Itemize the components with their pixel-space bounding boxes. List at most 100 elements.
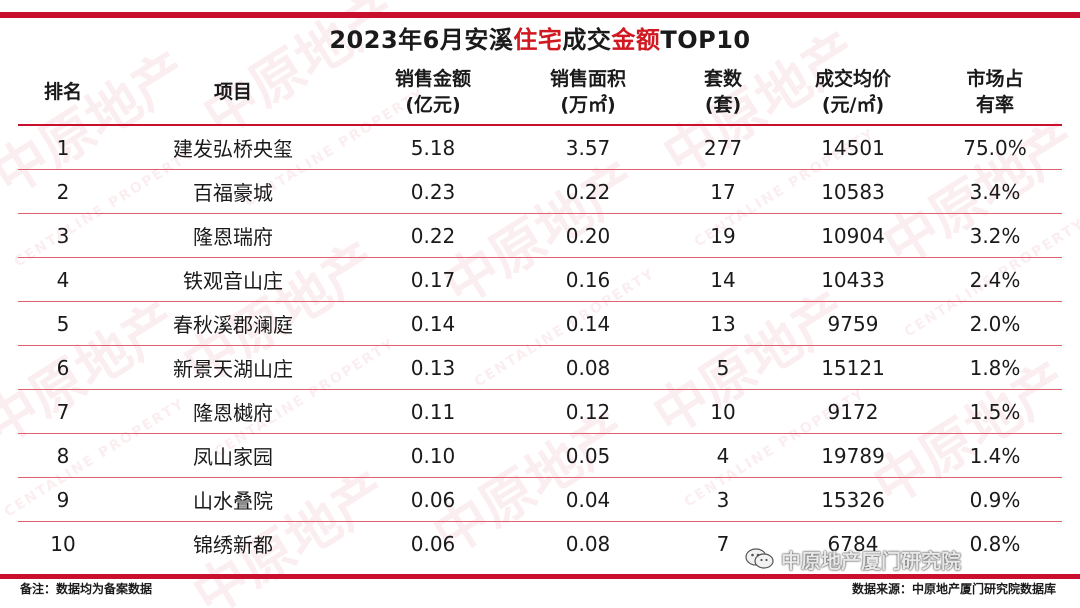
table-row: 7 隆恩樾府 0.11 0.12 10 9172 1.5% <box>18 389 1062 434</box>
cell-project: 山水叠院 <box>108 477 358 522</box>
cell-units: 3 <box>668 477 778 522</box>
cell-share: 0.9% <box>928 477 1062 522</box>
cell-amount: 0.22 <box>358 213 508 258</box>
cell-units: 13 <box>668 301 778 346</box>
cell-rank: 9 <box>18 477 108 522</box>
cell-price: 10433 <box>778 257 928 302</box>
cell-amount: 0.13 <box>358 345 508 390</box>
page-title: 2023年6月安溪住宅成交金额TOP10 <box>0 22 1080 58</box>
title-part: 成交 <box>562 26 612 54</box>
cell-amount: 0.14 <box>358 301 508 346</box>
table-row: 8 凤山家园 0.10 0.05 4 19789 1.4% <box>18 433 1062 478</box>
header-price: 成交均价 (元/㎡) <box>778 60 928 126</box>
cell-rank: 10 <box>50 531 76 556</box>
cell-area: 0.08 <box>565 531 611 556</box>
cell-project: 隆恩樾府 <box>108 389 358 434</box>
table-row: 6 新景天湖山庄 0.13 0.08 5 15121 1.8% <box>18 345 1062 390</box>
table-row: 5 春秋溪郡澜庭 0.14 0.14 13 9759 2.0% <box>18 301 1062 346</box>
cell-units: 19 <box>668 213 778 258</box>
account-name: 中原地产厦门研究院 <box>781 548 961 573</box>
cell-amount: 0.06 <box>358 477 508 522</box>
cell-share: 1.4% <box>928 433 1062 478</box>
cell-units: 14 <box>668 257 778 302</box>
cell-project: 建发弘桥央玺 <box>108 125 358 170</box>
title-part: 2023年6月安溪 <box>329 26 514 54</box>
cell-price: 14501 <box>778 125 928 170</box>
header-project: 项目 <box>108 60 358 126</box>
cell-price: 15326 <box>778 477 928 522</box>
cell-price: 6784 <box>827 531 879 556</box>
cell-area: 3.57 <box>508 125 668 170</box>
cell-area: 0.04 <box>508 477 668 522</box>
cell-share: 2.4% <box>928 257 1062 302</box>
cell-rank: 8 <box>18 433 108 478</box>
header-rank: 排名 <box>18 60 108 126</box>
cell-amount: 0.23 <box>358 169 508 214</box>
header-area: 销售面积 (万㎡) <box>508 60 668 126</box>
cell-area: 0.05 <box>508 433 668 478</box>
header-amount: 销售金额 (亿元) <box>358 60 508 126</box>
cell-amount: 0.10 <box>358 433 508 478</box>
cell-project: 隆恩瑞府 <box>108 213 358 258</box>
cell-share: 2.0% <box>928 301 1062 346</box>
cell-price: 9172 <box>778 389 928 434</box>
cell-share: 1.5% <box>928 389 1062 434</box>
cell-rank: 2 <box>18 169 108 214</box>
cell-rank: 4 <box>18 257 108 302</box>
cell-project: 百福豪城 <box>108 169 358 214</box>
wechat-icon <box>745 548 775 570</box>
cell-amount: 0.11 <box>358 389 508 434</box>
cell-share: 1.8% <box>928 345 1062 390</box>
cell-units: 17 <box>668 169 778 214</box>
cell-units: 7 <box>716 531 730 556</box>
account-badge: 中原地产厦门研究院 <box>745 543 961 575</box>
footer-note: 备注：数据均为备案数据 <box>20 582 153 596</box>
cell-rank: 5 <box>18 301 108 346</box>
title-part: TOP10 <box>660 26 751 54</box>
cell-amount: 5.18 <box>358 125 508 170</box>
header-units: 套数 (套) <box>668 60 778 126</box>
cell-rank: 7 <box>18 389 108 434</box>
cell-amount: 0.06 <box>410 531 456 556</box>
cell-rank: 1 <box>18 125 108 170</box>
cell-units: 277 <box>668 125 778 170</box>
cell-price: 9759 <box>778 301 928 346</box>
table-row: 10 锦绣新都 0.06 0.08 7 6784 0.8% <box>18 522 1062 566</box>
cell-project: 凤山家园 <box>108 433 358 478</box>
cell-project: 铁观音山庄 <box>108 257 358 302</box>
title-highlight: 金额 <box>611 26 661 54</box>
table-row: 9 山水叠院 0.06 0.04 3 15326 0.9% <box>18 477 1062 522</box>
cell-area: 0.14 <box>508 301 668 346</box>
cell-project: 春秋溪郡澜庭 <box>108 301 358 346</box>
footer-source: 数据来源：中原地产厦门研究院数据库 <box>851 582 1056 596</box>
cell-project: 锦绣新都 <box>193 533 273 557</box>
bottom-accent-bar <box>0 574 1080 579</box>
title-highlight: 住宅 <box>513 26 563 54</box>
cell-units: 4 <box>668 433 778 478</box>
cell-area: 0.16 <box>508 257 668 302</box>
table-row: 1 建发弘桥央玺 5.18 3.57 277 14501 75.0% <box>18 125 1062 170</box>
cell-share: 75.0% <box>928 125 1062 170</box>
cell-rank: 3 <box>18 213 108 258</box>
cell-amount: 0.17 <box>358 257 508 302</box>
cell-area: 0.22 <box>508 169 668 214</box>
cell-project: 新景天湖山庄 <box>108 345 358 390</box>
cell-price: 15121 <box>778 345 928 390</box>
top-accent-bar <box>0 12 1080 18</box>
cell-share: 3.4% <box>928 169 1062 214</box>
ranking-table: 排名 项目 销售金额 (亿元) 销售面积 (万㎡) 套数 (套) 成交均价 (元/㎡) … <box>18 60 1062 565</box>
cell-share: 3.2% <box>928 213 1062 258</box>
table-row: 4 铁观音山庄 0.17 0.16 14 10433 2.4% <box>18 257 1062 302</box>
cell-units: 10 <box>668 389 778 434</box>
table-row: 2 百福豪城 0.23 0.22 17 10583 3.4% <box>18 169 1062 214</box>
cell-area: 0.20 <box>508 213 668 258</box>
cell-price: 10583 <box>778 169 928 214</box>
cell-price: 19789 <box>778 433 928 478</box>
cell-price: 10904 <box>778 213 928 258</box>
cell-share: 0.8% <box>969 531 1021 556</box>
cell-units: 5 <box>668 345 778 390</box>
cell-rank: 6 <box>18 345 108 390</box>
cell-area: 0.08 <box>508 345 668 390</box>
header-share: 市场占 有率 <box>928 60 1062 126</box>
cell-area: 0.12 <box>508 389 668 434</box>
